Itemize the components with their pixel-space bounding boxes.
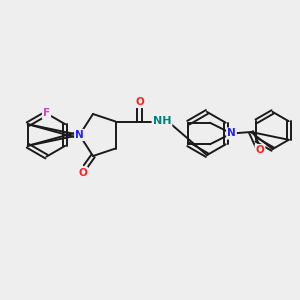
Text: O: O xyxy=(135,97,144,107)
Text: O: O xyxy=(78,167,87,178)
Text: O: O xyxy=(256,145,264,155)
Text: NH: NH xyxy=(153,116,171,127)
Text: N: N xyxy=(75,130,84,140)
Text: N: N xyxy=(227,128,236,139)
Text: F: F xyxy=(43,108,50,118)
